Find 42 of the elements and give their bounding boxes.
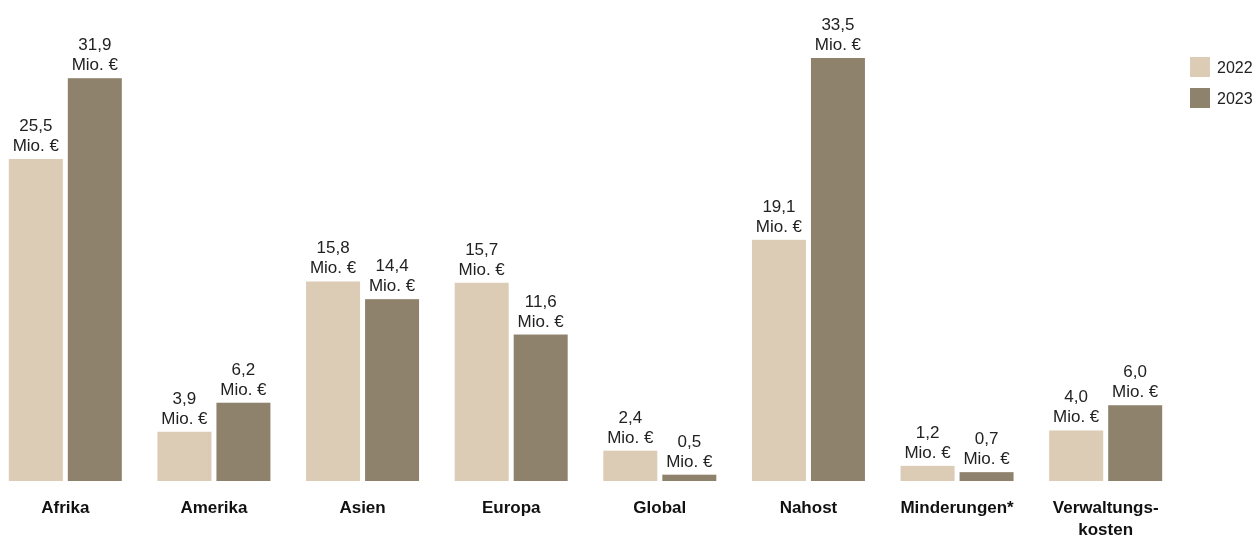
data-label: 6,2 Mio. € bbox=[220, 359, 268, 399]
x-tick-label: Afrika bbox=[41, 498, 90, 517]
data-label: 2,4 Mio. € bbox=[607, 407, 654, 447]
bar bbox=[157, 431, 212, 481]
data-label: 25,5 Mio. € bbox=[12, 116, 60, 156]
bar bbox=[959, 472, 1014, 481]
data-label: 6,0 Mio. € bbox=[1112, 362, 1159, 402]
data-label: 33,5 Mio. € bbox=[814, 15, 862, 54]
data-label: 3,9 Mio. € bbox=[161, 388, 209, 428]
data-label: 11,6 Mio. € bbox=[517, 291, 565, 331]
bar bbox=[603, 450, 658, 481]
data-label: 0,5 Mio. € bbox=[666, 431, 713, 471]
x-tick-label: Asien bbox=[339, 498, 386, 517]
bar bbox=[216, 402, 271, 481]
bar bbox=[662, 474, 717, 481]
x-tick-label: Nahost bbox=[779, 498, 838, 517]
bar bbox=[8, 159, 63, 481]
legend-label: 2023 bbox=[1217, 90, 1253, 107]
x-tick-label: Europa bbox=[481, 498, 542, 517]
x-tick-label: Verwaltungs-kosten bbox=[1052, 498, 1159, 539]
data-label: 4,0 Mio. € bbox=[1053, 387, 1100, 427]
data-label: 1,2 Mio. € bbox=[904, 422, 952, 462]
bar bbox=[810, 58, 865, 481]
data-label: 14,4 Mio. € bbox=[368, 256, 416, 296]
bar bbox=[67, 78, 122, 481]
x-tick-label: Minderungen* bbox=[900, 498, 1015, 517]
data-label: 15,8 Mio. € bbox=[309, 238, 357, 278]
bar bbox=[751, 239, 806, 481]
data-label: 19,1 Mio. € bbox=[755, 196, 803, 236]
bar bbox=[454, 282, 509, 481]
data-label: 0,7 Mio. € bbox=[963, 429, 1011, 469]
bar bbox=[513, 334, 568, 481]
bar bbox=[900, 465, 955, 481]
x-tick-label: Amerika bbox=[180, 498, 249, 517]
data-label: 31,9 Mio. € bbox=[71, 35, 119, 75]
x-tick-label: Global bbox=[633, 498, 687, 517]
bar bbox=[1049, 430, 1104, 481]
data-label: 15,7 Mio. € bbox=[458, 239, 506, 279]
legend-label: 2022 bbox=[1217, 59, 1253, 76]
bar bbox=[1108, 405, 1163, 481]
bar bbox=[365, 299, 420, 481]
bar bbox=[306, 281, 361, 481]
